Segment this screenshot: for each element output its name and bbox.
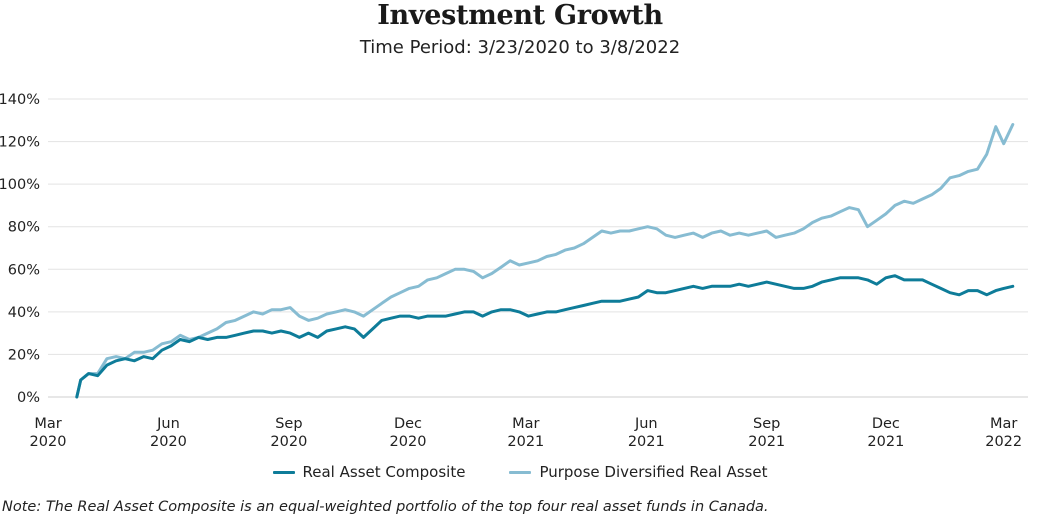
x-tick-label-year: 2020 <box>270 434 307 450</box>
x-tick-label-year: 2021 <box>867 434 904 450</box>
x-tick-label-month: Dec <box>394 416 422 432</box>
series-line-real-asset-composite <box>75 274 1015 399</box>
y-tick-label: 40% <box>8 305 40 321</box>
legend-item-diversified[interactable]: Purpose Diversified Real Asset <box>509 463 767 481</box>
legend-label-diversified: Purpose Diversified Real Asset <box>539 463 768 481</box>
x-tick-label-year: 2020 <box>390 434 427 450</box>
line-chart: 0% 20% 40% 60% 80% 100% 120% 140% Mar 2020 Jun 202… <box>0 92 1028 450</box>
y-tick-label: 100% <box>0 177 40 193</box>
x-tick-label-month: Jun <box>156 416 180 432</box>
y-tick-label: 120% <box>0 135 40 151</box>
x-tick-label-year: 2021 <box>507 434 544 450</box>
x-tick-label-month: Jun <box>634 416 658 432</box>
y-tick-label: 0% <box>17 390 40 406</box>
gridlines <box>48 98 1028 398</box>
x-tick-label-year: 2021 <box>628 434 665 450</box>
x-axis-ticks: Mar 2020 Jun 2020 Sep 2020 Dec 2020 Mar 2021 Jun 20… <box>30 416 1023 450</box>
legend-item-composite[interactable]: Real Asset Composite <box>272 463 466 481</box>
x-tick-label-month: Dec <box>872 416 900 432</box>
y-tick-label: 60% <box>8 262 40 278</box>
chart-title: Investment Growth <box>377 0 663 31</box>
series-lines <box>75 123 1015 399</box>
legend-swatch-diversified <box>509 470 532 474</box>
footnote: Note: The Real Asset Composite is an equ… <box>2 499 769 515</box>
y-axis-ticks: 0% 20% 40% 60% 80% 100% 120% 140% <box>0 92 40 406</box>
x-tick-label-year: 2021 <box>748 434 785 450</box>
x-tick-label-month: Mar <box>512 416 539 432</box>
x-tick-label-month: Mar <box>34 416 61 432</box>
chart-subtitle: Time Period: 3/23/2020 to 3/8/2022 <box>359 37 681 58</box>
legend-swatch-composite <box>272 470 295 474</box>
x-tick-label-year: 2020 <box>150 434 187 450</box>
x-tick-label-month: Sep <box>275 416 302 432</box>
legend-label-composite: Real Asset Composite <box>302 463 466 481</box>
x-tick-label-month: Mar <box>990 416 1017 432</box>
y-tick-label: 80% <box>8 220 40 236</box>
x-tick-label-year: 2022 <box>985 434 1022 450</box>
legend: Real Asset Composite Purpose Diversified… <box>0 463 1040 481</box>
y-tick-label: 140% <box>0 92 40 108</box>
series-line-purpose-diversified-real-asset <box>75 123 1015 399</box>
x-tick-label-month: Sep <box>753 416 780 432</box>
y-tick-label: 20% <box>8 347 40 363</box>
x-tick-label-year: 2020 <box>30 434 67 450</box>
